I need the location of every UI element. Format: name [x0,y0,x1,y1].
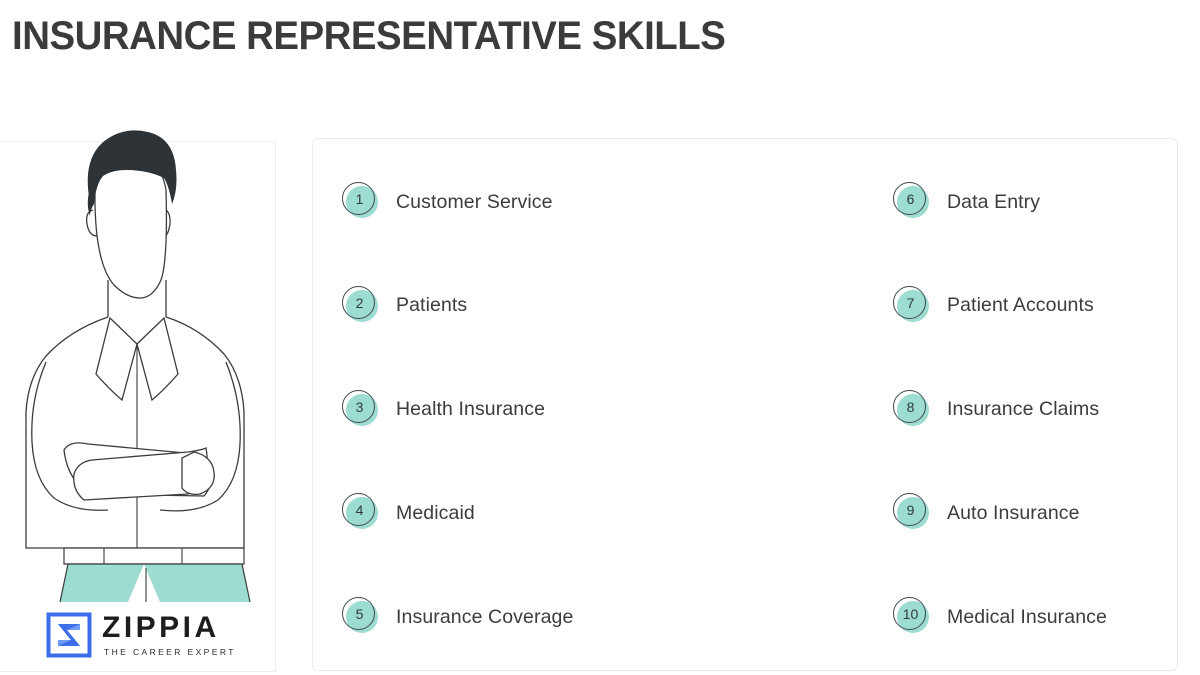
skill-label: Data Entry [947,190,1041,213]
badge-ring [342,285,375,319]
badge-ring [893,285,926,319]
skill-label: Patients [396,294,468,317]
skill-number-badge: 10 [893,597,933,637]
skill-item-6: 6 Data Entry [893,179,1177,225]
zippia-wordmark-block: ZIPPIA THE CAREER EXPERT [102,611,236,658]
skills-card: 1 Customer Service 2 Patients 3 Healt [312,138,1178,671]
skill-label: Insurance Coverage [396,605,574,628]
skill-number-badge: 7 [893,285,933,326]
skill-number-badge: 9 [893,493,933,533]
skill-item-3: 3 Health Insurance [342,387,745,433]
skill-label: Medicaid [396,501,475,524]
badge-ring [893,597,926,630]
badge-number: 7 [906,294,915,311]
skill-item-5: 5 Insurance Coverage [342,594,745,640]
skill-label: Patient Accounts [947,294,1094,317]
skill-item-1: 1 Customer Service [342,179,745,225]
badge-number: 3 [355,398,364,415]
skill-number-badge: 4 [342,493,382,533]
badge-ring [342,389,375,423]
skill-item-7: 7 Patient Accounts [893,283,1177,329]
badge-number: 1 [355,191,364,207]
badge-number: 2 [355,294,364,311]
illustration-panel [0,130,276,672]
skill-label: Customer Service [396,190,553,213]
skill-item-9: 9 Auto Insurance [893,490,1177,536]
skill-item-8: 8 Insurance Claims [893,387,1177,433]
person-illustration [25,130,251,603]
badge-ring [893,389,926,423]
skill-number-badge: 6 [893,182,933,222]
badge-number: 6 [906,191,915,207]
skill-item-10: 10 Medical Insurance [893,594,1177,640]
skills-grid: 1 Customer Service 2 Patients 3 Healt [313,139,1177,670]
skill-number-badge: 1 [342,182,382,222]
badge-ring [342,182,375,215]
badge-number: 5 [355,606,364,622]
zippia-tagline: THE CAREER EXPERT [104,647,236,657]
badge-ring [342,597,375,630]
skill-item-2: 2 Patients [342,283,745,329]
badge-ring [893,493,926,527]
skills-column-left: 1 Customer Service 2 Patients 3 Healt [313,179,745,640]
badge-number: 10 [902,606,919,622]
badge-ring [342,493,375,527]
badge-number: 4 [355,502,364,519]
badge-number: 9 [906,502,915,519]
zippia-z-mark-icon [46,612,92,658]
skill-label: Medical Insurance [947,605,1107,628]
skill-label: Insurance Claims [947,398,1100,420]
zippia-logo: ZIPPIA THE CAREER EXPERT [46,612,236,658]
skills-column-right: 6 Data Entry 7 Patient Accounts 8 Ins [745,179,1177,640]
skill-number-badge: 2 [342,285,382,326]
skill-number-badge: 5 [342,597,382,637]
badge-ring [893,182,926,215]
skill-label: Health Insurance [396,398,546,420]
skill-item-4: 4 Medicaid [342,490,745,536]
page-title: INSURANCE REPRESENTATIVE SKILLS [12,14,726,58]
badge-number: 8 [906,398,915,415]
skill-number-badge: 3 [342,389,382,430]
zippia-wordmark: ZIPPIA [102,611,220,644]
skill-number-badge: 8 [893,389,933,430]
skill-label: Auto Insurance [947,501,1080,524]
